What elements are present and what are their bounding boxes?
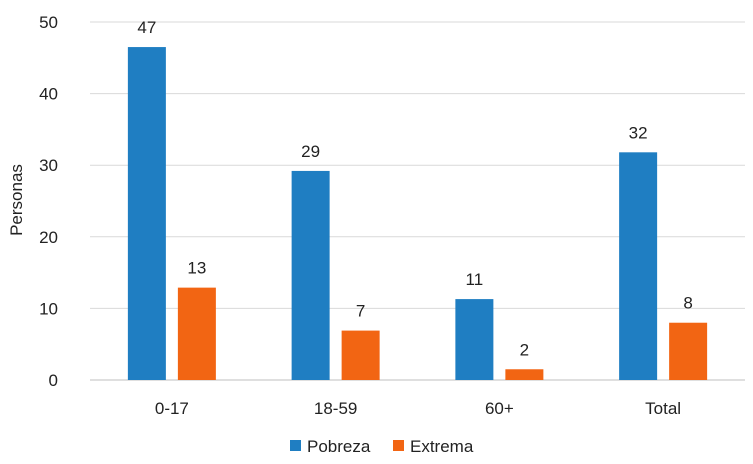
y-axis-label: Personas [7, 164, 26, 236]
legend: Pobreza Extrema [290, 437, 474, 456]
x-tick-label: Total [645, 399, 681, 418]
x-tick-label: 60+ [485, 399, 514, 418]
bar-extrema [505, 369, 544, 380]
legend-swatch [393, 440, 404, 451]
legend-swatch [290, 440, 301, 451]
data-label: 13 [187, 259, 206, 278]
bar-pobreza [455, 299, 494, 380]
legend-label: Extrema [410, 437, 474, 456]
data-label: 32 [629, 123, 648, 142]
bar-extrema [177, 287, 216, 380]
axes: 0 10 20 30 40 50 0-17 18-59 60+ Total [39, 13, 681, 418]
bar-pobreza [291, 170, 330, 380]
bar-pobreza [127, 47, 166, 381]
bar-extrema [669, 322, 708, 380]
bar-pobreza [619, 152, 658, 380]
y-tick-label: 40 [39, 85, 58, 104]
x-tick-label: 18-59 [314, 399, 357, 418]
data-label: 2 [520, 340, 529, 359]
data-label: 8 [683, 294, 692, 313]
legend-label: Pobreza [307, 437, 371, 456]
y-tick-label: 30 [39, 156, 58, 175]
data-label: 7 [356, 302, 365, 321]
data-label: 11 [466, 270, 484, 289]
data-label: 47 [137, 18, 156, 37]
bars [127, 47, 708, 381]
bar-extrema [341, 330, 380, 380]
y-tick-label: 20 [39, 228, 58, 247]
y-tick-label: 10 [39, 299, 58, 318]
data-label: 29 [301, 142, 320, 161]
x-tick-label: 0-17 [155, 399, 189, 418]
y-tick-label: 0 [49, 371, 58, 390]
y-tick-label: 50 [39, 13, 58, 32]
data-labels: 47 13 29 7 11 2 32 8 [137, 18, 692, 359]
